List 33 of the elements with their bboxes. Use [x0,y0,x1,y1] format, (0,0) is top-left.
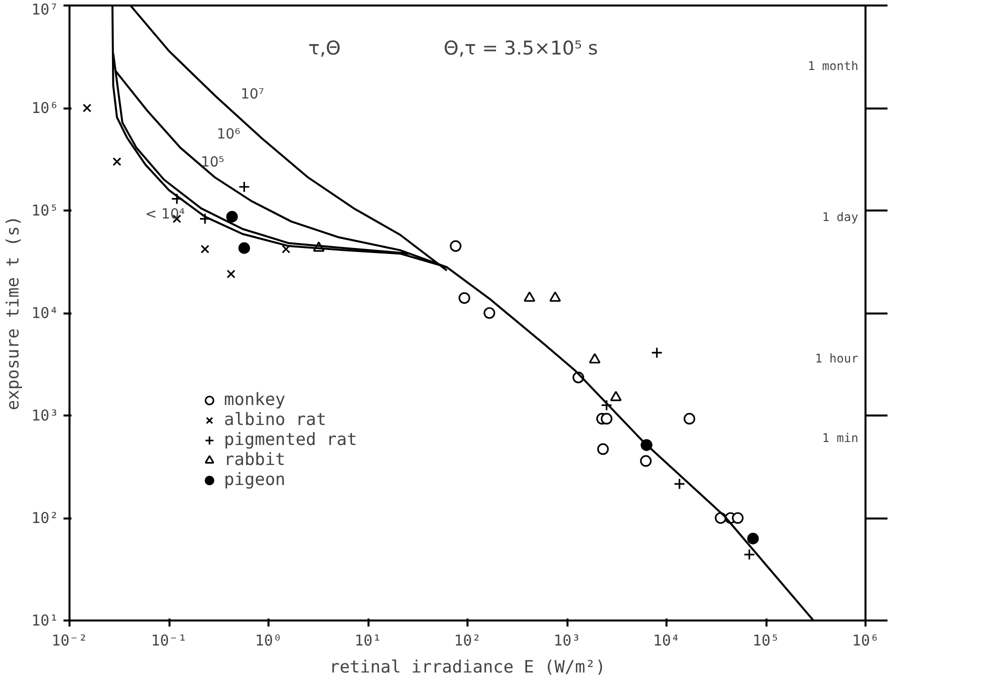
legend-label: albino rat [224,410,326,430]
annotation: 10⁵ [200,154,224,170]
legend-label: monkey [224,390,286,410]
legend-label: pigmented rat [224,430,358,450]
annotation: Θ,τ = 3.5×10⁵ s [444,38,598,60]
annotation: τ,Θ [308,38,341,60]
x-tick-label: 10³ [553,632,581,650]
x-tick-label: 10⁴ [652,632,680,650]
annotation: 10⁶ [216,126,241,143]
legend-label: rabbit [224,450,286,470]
y-tick-label: 10² [31,509,58,527]
annotation: 1 month [808,58,858,73]
annotation: 1 hour [814,352,858,366]
x-tick-label: 10⁻² [51,632,88,650]
y-tick-label: 10³ [31,406,58,424]
x-tick-label: 10⁶ [852,632,880,650]
y-tick-label: 10⁷ [31,0,58,18]
y-axis-title: exposure time t (s) [3,216,24,410]
x-tick-label: 10⁵ [752,632,780,650]
annotation: < 10⁴ [145,206,186,223]
x-axis-title: retinal irradiance E (W/m²) [329,658,606,678]
y-tick-label: 10⁵ [31,202,58,220]
annotation: 10⁷ [240,86,264,103]
annotation: 1 day [822,210,858,224]
x-tick-label: 10⁰ [254,632,282,650]
y-tick-label: 10⁴ [31,304,58,322]
y-tick-label: 10¹ [31,612,58,630]
x-tick-label: 10¹ [354,632,382,650]
annotation: 1 min [822,430,858,445]
x-tick-label: 10⁻¹ [150,632,188,650]
y-tick-label: 10⁶ [31,99,58,117]
x-tick-label: 10² [454,632,482,650]
legend-label: pigeon [224,470,286,490]
